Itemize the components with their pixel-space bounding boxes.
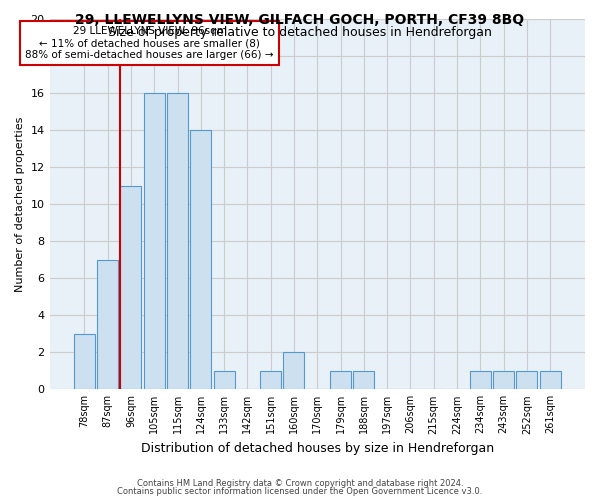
- X-axis label: Distribution of detached houses by size in Hendreforgan: Distribution of detached houses by size …: [141, 442, 494, 455]
- Bar: [190, 130, 211, 390]
- Bar: [167, 93, 188, 390]
- Bar: [283, 352, 304, 390]
- Bar: [260, 371, 281, 390]
- Bar: [74, 334, 95, 390]
- Bar: [330, 371, 351, 390]
- Bar: [517, 371, 538, 390]
- Bar: [493, 371, 514, 390]
- Text: Contains public sector information licensed under the Open Government Licence v3: Contains public sector information licen…: [118, 487, 482, 496]
- Y-axis label: Number of detached properties: Number of detached properties: [15, 116, 25, 292]
- Text: Size of property relative to detached houses in Hendreforgan: Size of property relative to detached ho…: [108, 26, 492, 39]
- Text: 29, LLEWELLYNS VIEW, GILFACH GOCH, PORTH, CF39 8BQ: 29, LLEWELLYNS VIEW, GILFACH GOCH, PORTH…: [76, 12, 524, 26]
- Bar: [144, 93, 165, 390]
- Bar: [214, 371, 235, 390]
- Bar: [470, 371, 491, 390]
- Bar: [121, 186, 142, 390]
- Bar: [97, 260, 118, 390]
- Text: 29 LLEWELLYNS VIEW: 96sqm
← 11% of detached houses are smaller (8)
88% of semi-d: 29 LLEWELLYNS VIEW: 96sqm ← 11% of detac…: [25, 26, 274, 60]
- Bar: [353, 371, 374, 390]
- Bar: [539, 371, 560, 390]
- Text: Contains HM Land Registry data © Crown copyright and database right 2024.: Contains HM Land Registry data © Crown c…: [137, 478, 463, 488]
